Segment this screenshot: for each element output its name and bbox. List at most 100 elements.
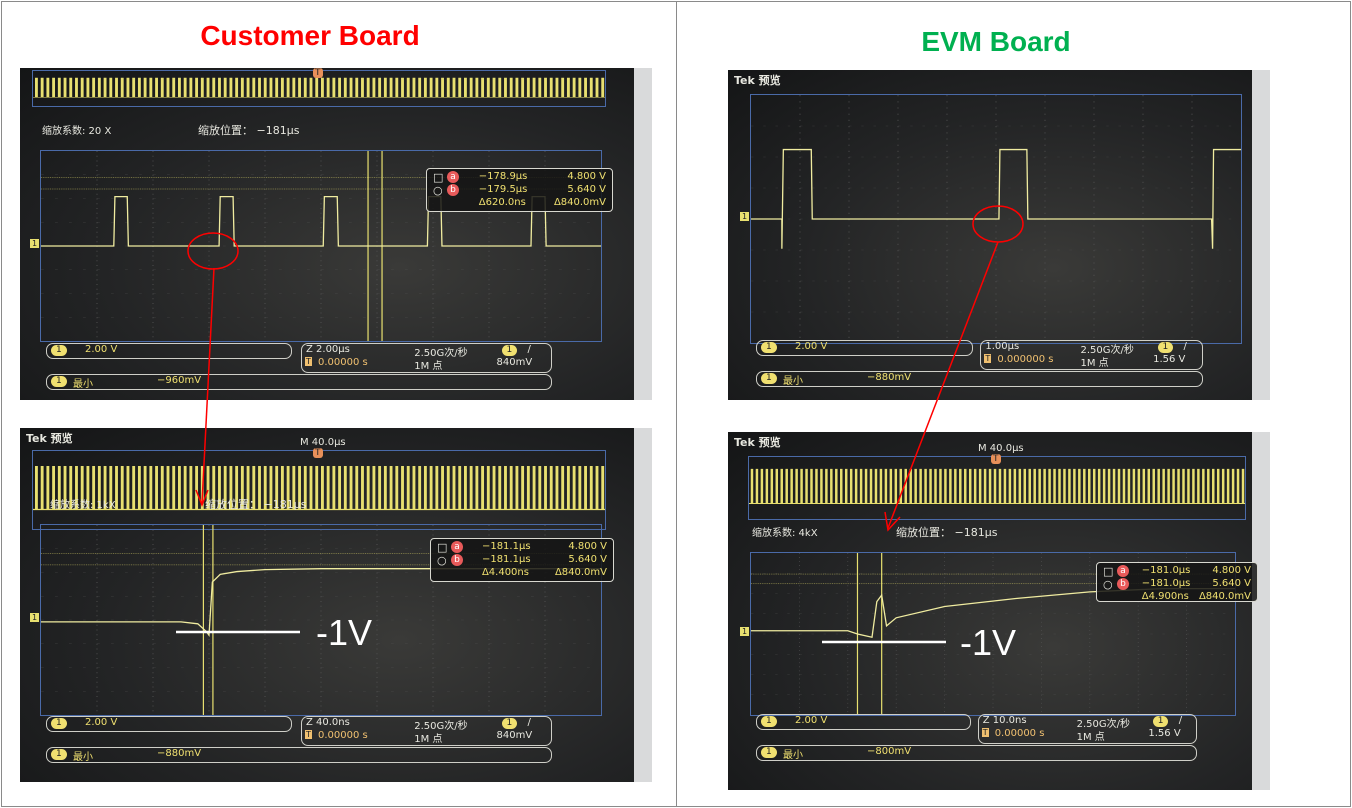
- zoom-position-label: 缩放位置： −181μs: [896, 526, 998, 539]
- measurement-value: −960mV: [157, 375, 202, 386]
- waveform-grid: [40, 150, 602, 342]
- cursor-voltage-value: Δ840.0mV: [554, 567, 607, 578]
- cursor-a-shape-icon: □: [437, 541, 448, 554]
- trigger-position-value: 0.00000 s: [994, 728, 1045, 739]
- cursor-time-value: Δ4.400ns: [481, 567, 529, 578]
- overview-timebase-label: M 40.0μs: [978, 443, 1024, 454]
- trigger-position-icon: T: [305, 357, 312, 366]
- horizontal-trigger-box[interactable]: 1.00μs 0.000000 s T 2.50G次/秒 1M 点 1 / 1.56 V: [980, 340, 1203, 370]
- measurement-name: 最小: [73, 752, 93, 763]
- channel-1-waveform: [751, 589, 1235, 638]
- scope-side-bezel: [634, 68, 652, 400]
- cursor-a-badge: a: [447, 171, 459, 183]
- channel-1-badge: 1: [761, 342, 777, 353]
- vertical-scale-value: 2.00 V: [85, 717, 118, 728]
- vertical-scale-value: 2.00 V: [85, 344, 118, 355]
- cursor-time-value: Δ4.900ns: [1141, 591, 1189, 602]
- sample-rate-value: 2.50G次/秒: [414, 348, 468, 359]
- measurement-name: 最小: [783, 750, 803, 761]
- record-length-value: 1M 点: [1080, 358, 1109, 369]
- cursor-voltage-value: 4.800 V: [567, 171, 606, 182]
- channel-1-ground-marker: 1: [30, 239, 40, 248]
- trigger-source-badge: 1: [1152, 716, 1169, 727]
- measurement-box[interactable]: 1 最小 −880mV: [46, 747, 553, 763]
- scope-side-bezel: [1252, 70, 1270, 400]
- vertical-scale-box[interactable]: 1 2.00 V: [756, 714, 971, 730]
- cursor-time-value: Δ620.0ns: [478, 197, 526, 208]
- trigger-marker-icon: T: [313, 68, 323, 78]
- overview-pulse-train: [749, 468, 1245, 504]
- measurement-box[interactable]: 1 最小 −880mV: [756, 371, 1203, 387]
- tek-preview-label: Tek 预览: [734, 74, 781, 87]
- horizontal-trigger-box[interactable]: Z 40.0ns 0.00000 s T 2.50G次/秒 1M 点 1 / 840mV: [301, 716, 553, 746]
- trigger-position-value: 0.00000 s: [318, 730, 368, 741]
- evm-board-full-capture: Tek 预览 1 1 2.00 V 1.00μs 0.000000 s T 2.50G次/秒 1…: [728, 70, 1270, 400]
- cursor-voltage-value: 5.640 V: [1212, 578, 1251, 589]
- cursor-b-badge: b: [451, 554, 463, 566]
- level-label-evm: -1V: [960, 622, 1017, 663]
- cursor-a-shape-icon: □: [1103, 565, 1114, 578]
- cursor-time-value: −181.0μs: [1141, 578, 1191, 589]
- trigger-level-value: 840mV: [496, 357, 533, 368]
- scope-side-bezel: [1252, 432, 1270, 790]
- measurement-box[interactable]: 1 最小 −960mV: [46, 374, 553, 390]
- channel-1-ground-marker: 1: [30, 613, 40, 622]
- measurement-box[interactable]: 1 最小 −800mV: [756, 745, 1198, 761]
- trigger-slope-icon: /: [1178, 715, 1183, 726]
- measurement-value: −880mV: [157, 748, 202, 759]
- record-length-value: 1M 点: [414, 361, 443, 372]
- tek-preview-label: Tek 预览: [734, 436, 781, 449]
- cursor-b-shape-icon: ○: [433, 184, 443, 197]
- cursor-voltage-value: 4.800 V: [568, 541, 607, 552]
- trigger-source-badge: 1: [501, 718, 518, 729]
- cursor-readout: □ a −178.9μs 4.800 V ○ b −179.5μs 5.640 V Δ620.0…: [426, 168, 613, 212]
- scope-side-bezel: [634, 428, 652, 782]
- level-label-customer: -1V: [316, 612, 373, 653]
- evm-board-title: EVM Board: [921, 26, 1071, 57]
- measurement-channel-badge: 1: [761, 373, 777, 384]
- horizontal-trigger-box[interactable]: Z 2.00μs 0.00000 s T 2.50G次/秒 1M 点 1 / 840mV: [301, 343, 553, 373]
- zoom-factor-label: 缩放系数: 20 X: [42, 126, 112, 137]
- measurement-name: 最小: [783, 376, 803, 387]
- cursor-voltage-value: 5.640 V: [568, 554, 607, 565]
- channel-1-waveform: [751, 150, 1241, 249]
- overview-strip: [32, 450, 606, 530]
- trigger-source-badge: 1: [501, 345, 518, 356]
- timebase-value: 1.00μs: [985, 341, 1020, 352]
- channel-1-badge: 1: [761, 716, 777, 727]
- waveform-display: [751, 95, 1241, 343]
- cursor-voltage-value: 4.800 V: [1212, 565, 1251, 576]
- customer-board-zoom-capture: Tek 预览 M 40.0μs T 缩放系数: 1kX 缩放位置： −181μs 1 □ a −…: [20, 428, 652, 782]
- cursor-voltage-value: Δ840.0mV: [553, 197, 606, 208]
- cursor-b-shape-icon: ○: [437, 554, 447, 567]
- zoom-factor-label: 缩放系数: 4kX: [752, 528, 818, 539]
- vertical-scale-box[interactable]: 1 2.00 V: [46, 716, 292, 732]
- trigger-slope-icon: /: [527, 344, 531, 355]
- trigger-source-badge: 1: [1157, 342, 1174, 353]
- measurement-channel-badge: 1: [51, 749, 67, 760]
- measurement-channel-badge: 1: [761, 747, 777, 758]
- overview-pulse-train: [33, 466, 605, 511]
- cursor-readout: □ a −181.1μs 4.800 V ○ b −181.1μs 5.640 V Δ4.400…: [430, 538, 614, 582]
- channel-1-ground-marker: 1: [740, 627, 750, 636]
- cursor-time-value: −181.1μs: [481, 554, 531, 565]
- vertical-scale-box[interactable]: 1 2.00 V: [46, 343, 292, 359]
- zoom-position-label: 缩放位置： −181μs: [205, 498, 307, 511]
- channel-1-badge: 1: [51, 718, 67, 729]
- trigger-slope-icon: /: [1183, 341, 1187, 352]
- horizontal-trigger-box[interactable]: Z 10.0ns 0.00000 s T 2.50G次/秒 1M 点 1 / 1.56 V: [977, 714, 1198, 744]
- trigger-position-value: 0.000000 s: [997, 354, 1054, 365]
- cursor-time-value: −181.0μs: [1141, 565, 1191, 576]
- cursor-b-badge: b: [447, 184, 459, 196]
- vertical-scale-box[interactable]: 1 2.00 V: [756, 340, 974, 356]
- timebase-value: Z 10.0ns: [982, 715, 1027, 726]
- cursor-a-shape-icon: □: [433, 171, 444, 184]
- zoom-factor-label: 缩放系数: 1kX: [50, 500, 116, 511]
- trigger-marker-icon: T: [313, 448, 323, 458]
- cursor-voltage-value: 5.640 V: [567, 184, 606, 195]
- measurement-channel-badge: 1: [51, 376, 67, 387]
- overview-pulse-train: [33, 77, 605, 98]
- overview-waveform: [33, 466, 605, 511]
- trigger-position-icon: T: [305, 730, 312, 739]
- trigger-position-value: 0.00000 s: [318, 357, 368, 368]
